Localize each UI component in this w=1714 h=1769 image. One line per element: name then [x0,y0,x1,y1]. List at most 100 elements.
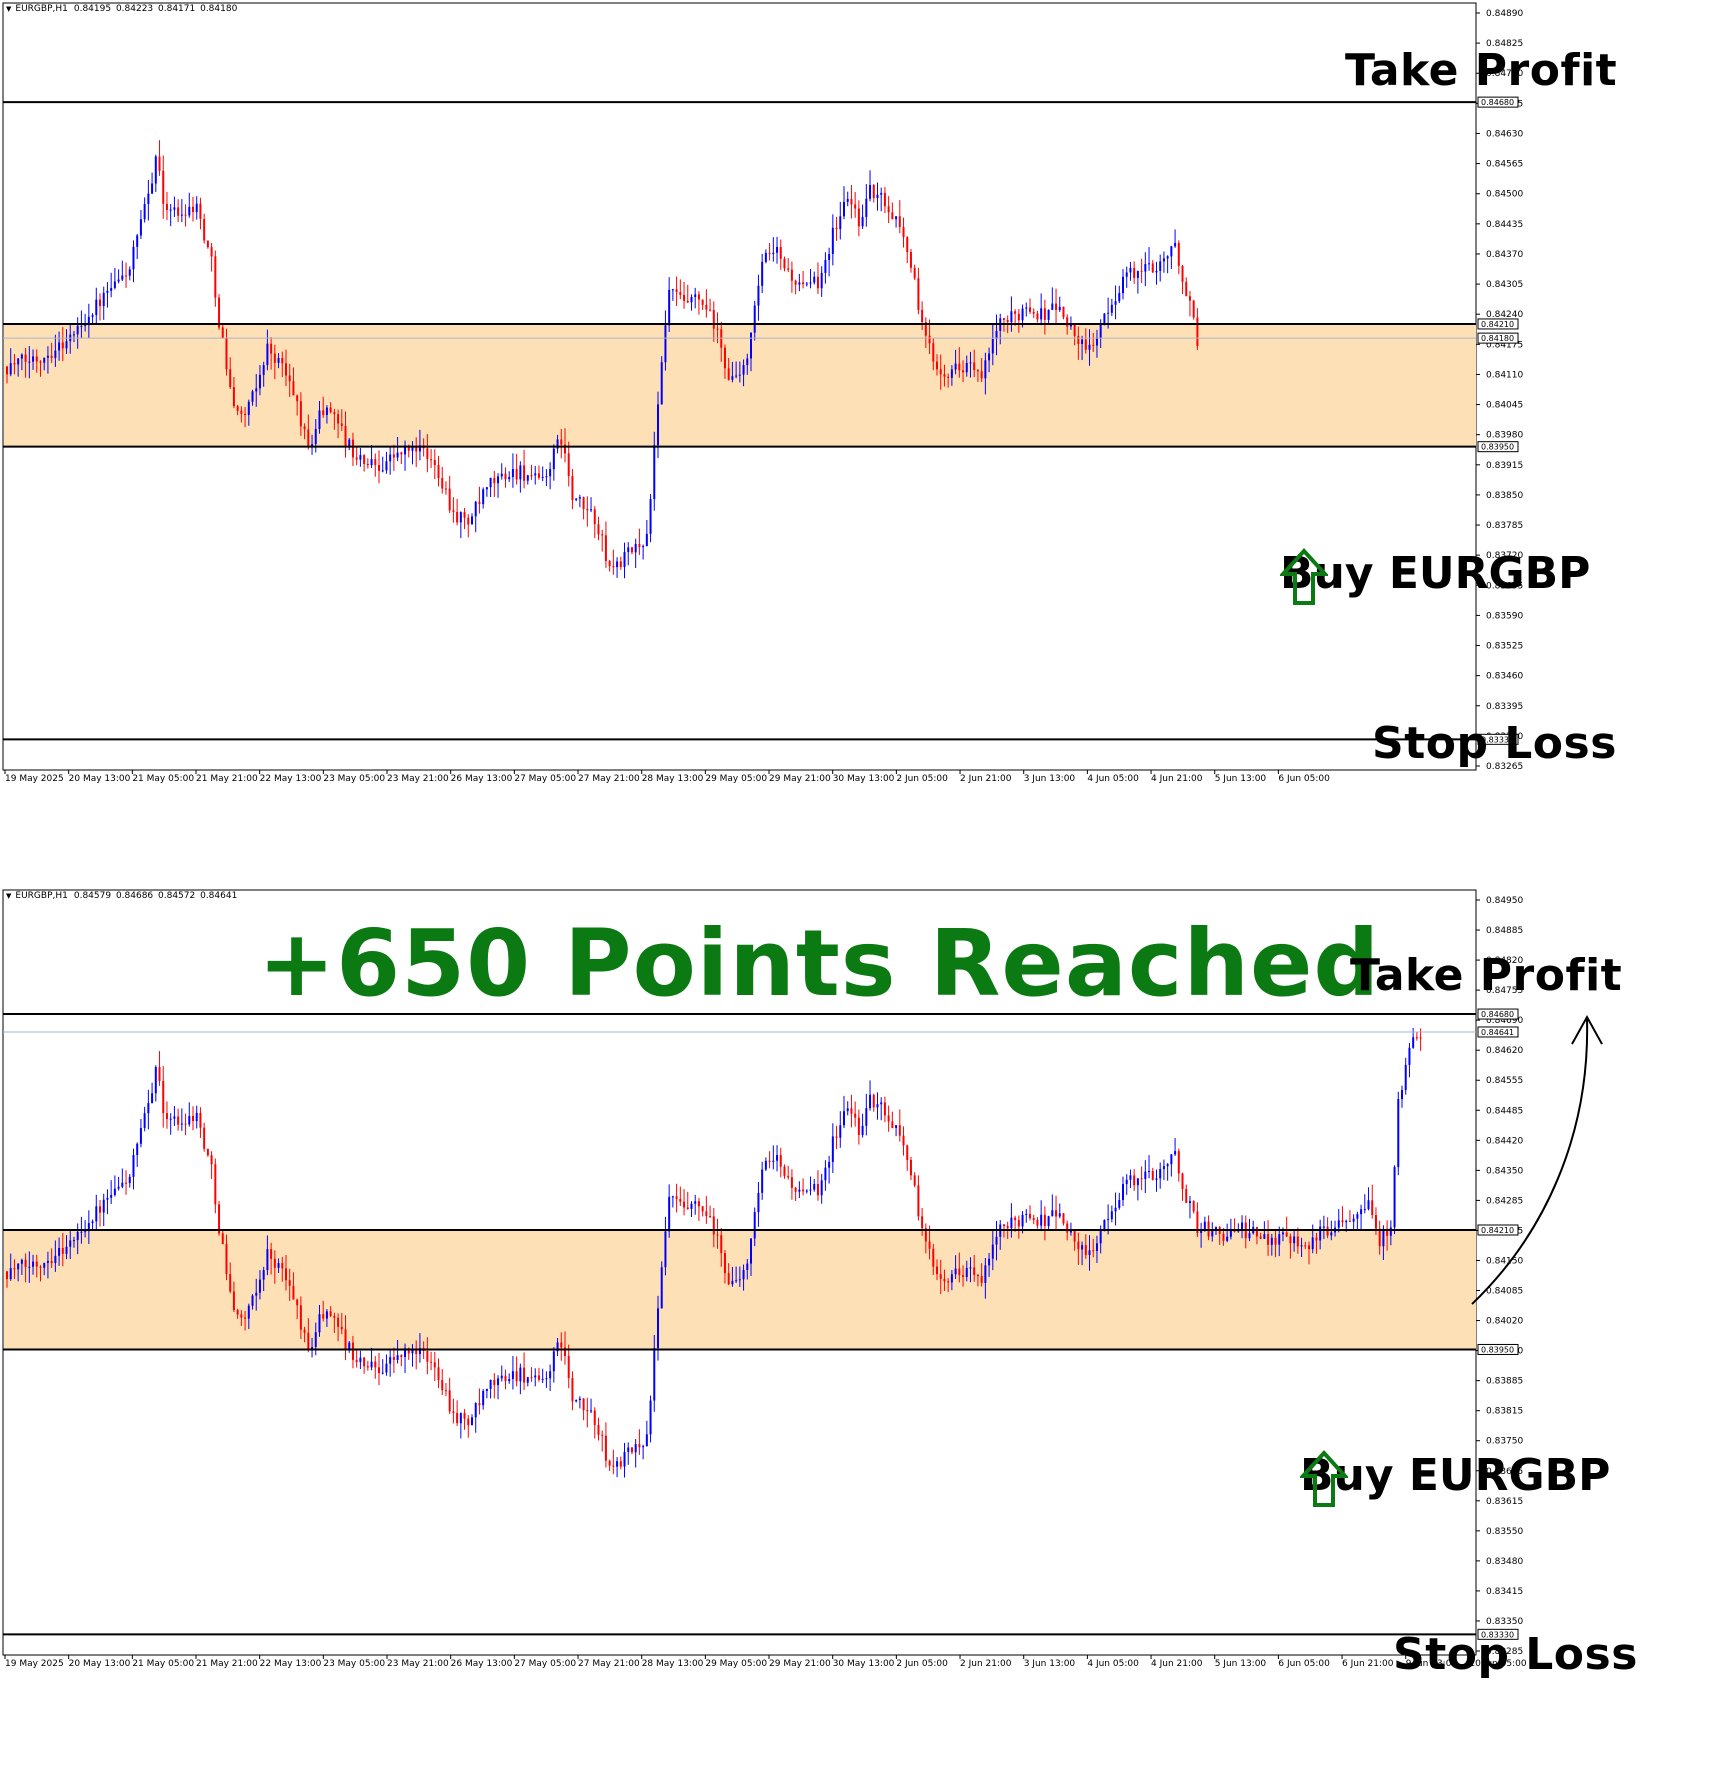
candle-body [820,272,823,289]
candle-body [1393,1167,1396,1228]
candle-body [299,401,302,427]
candle-body [720,1235,723,1254]
candle-body [1010,1217,1013,1229]
candle-body [508,477,511,480]
candle-body [1241,1222,1244,1230]
y-tick-label: 0.84500 [1486,190,1523,200]
candle-body [924,322,927,336]
candle-body [776,1155,779,1161]
candle-body [746,1263,749,1270]
candle-body [80,325,83,327]
candle-body [188,1115,191,1125]
candle-body [567,1356,570,1379]
candle-body [340,423,343,426]
price-tag-label: 0.83330 [1481,1630,1514,1639]
candle-body [76,1231,79,1241]
candle-body [72,334,75,336]
candle-body [225,1244,228,1275]
x-tick-label: 29 May 21:00 [769,1659,831,1669]
candle-body [210,1155,213,1165]
candle-body [939,369,942,375]
candle-body [530,1377,533,1379]
candle-body [370,1361,373,1368]
candle-body [590,509,593,511]
candle-body [950,369,953,378]
candle-body [883,192,886,207]
candle-body [1136,1178,1139,1186]
y-tick-label: 0.84285 [1486,1196,1523,1206]
candle-body [184,214,187,216]
candle-body [980,371,983,379]
candle-body [471,516,473,525]
candle-body [180,1123,183,1125]
candle-body [980,1276,983,1283]
y-tick-label: 0.83395 [1486,702,1523,712]
candle-body [247,401,250,416]
collapse-triangle-icon[interactable]: ▼ [6,892,12,900]
candle-body [958,363,961,371]
candle-body [1010,311,1013,323]
candle-body [452,510,455,512]
x-tick-label: 21 May 05:00 [132,774,194,784]
candle-body [1386,1228,1389,1236]
candle-body [813,276,816,283]
candle-body [965,1267,968,1277]
candle-body [965,362,968,373]
candle-body [813,1184,816,1190]
candle-body [337,414,340,424]
x-tick-label: 10 Jun 05:00 [1469,1659,1526,1669]
candle-body [657,404,659,446]
buy-zone [4,323,1476,447]
collapse-triangle-icon[interactable]: ▼ [6,5,12,13]
candle-body [139,219,142,236]
candle-body [1055,1210,1058,1217]
candle-body [723,347,726,369]
candle-body [54,1255,57,1264]
buy-zone [4,1230,1476,1350]
candle-body [686,300,689,303]
candle-body [846,1108,849,1112]
candle-body [415,445,418,452]
y-tick-label: 0.84755 [1486,986,1523,996]
candle-body [1155,1178,1158,1180]
candle-body [787,1175,790,1178]
candle-body [177,207,180,216]
y-tick-label: 0.83525 [1486,642,1523,652]
candle-body [857,1117,860,1135]
candle-body [597,524,600,535]
candle-body [162,1080,165,1114]
candle-body [43,357,46,363]
candle-body [761,261,764,286]
candle-body [824,259,827,273]
candle-body [790,269,793,281]
stop-loss-label: Stop Loss [1372,718,1617,769]
price-tag-label: 0.83330 [1481,735,1514,744]
candle-body [1162,258,1165,262]
candle-body [519,465,522,480]
take-profit-label: Take Profit [1345,45,1618,96]
x-tick-label: 27 May 05:00 [514,774,576,784]
candle-body [880,1102,883,1105]
candle-body [1345,1220,1348,1223]
candle-body [1069,1229,1072,1233]
x-tick-label: 23 May 21:00 [387,1659,449,1669]
candle-body [504,473,507,480]
candle-body [716,328,719,330]
candle-body [850,198,853,205]
candle-body [790,1177,793,1188]
candle-body [1092,344,1095,346]
x-tick-label: 29 May 05:00 [705,774,767,784]
candle-body [549,1371,552,1379]
candle-body [612,1465,615,1467]
x-tick-label: 27 May 05:00 [514,1659,576,1669]
y-tick-label: 0.84085 [1486,1287,1523,1297]
x-tick-label: 5 Jun 13:00 [1215,774,1267,784]
candle-body [921,309,924,323]
candle-body [549,469,552,477]
candle-body [1304,1245,1307,1247]
y-tick-label: 0.84620 [1486,1046,1523,1056]
y-tick-label: 0.84565 [1486,160,1523,170]
x-tick-label: 23 May 05:00 [323,774,385,784]
candle-body [374,459,377,466]
candle-body [385,461,388,471]
